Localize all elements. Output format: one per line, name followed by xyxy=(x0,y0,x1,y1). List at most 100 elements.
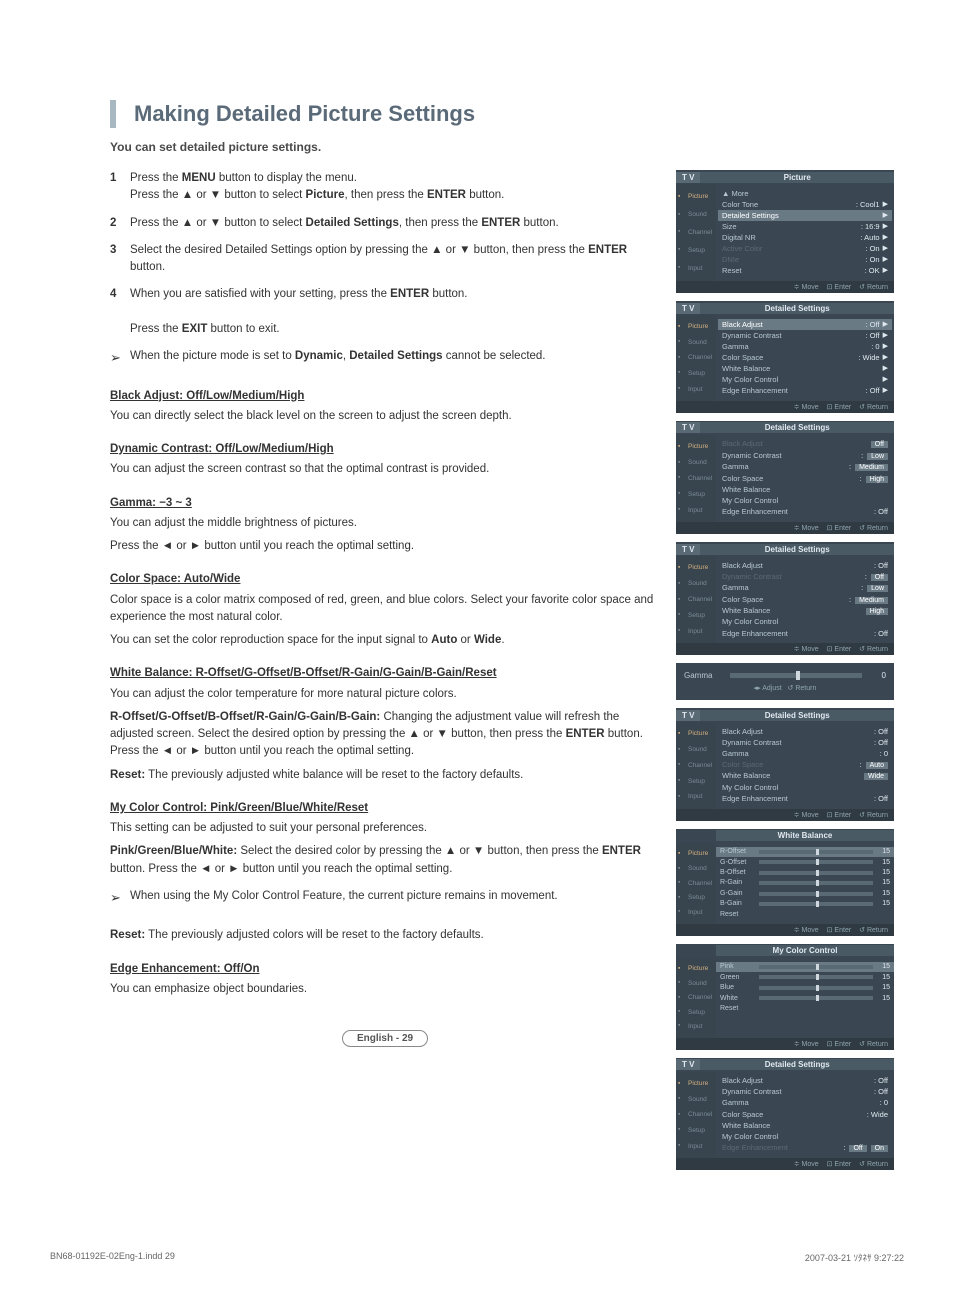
slider-label: Blue xyxy=(720,983,756,992)
tv-panel-title: White Balance xyxy=(716,830,894,841)
section-paragraph: You can set the color reproduction space… xyxy=(110,632,660,649)
tv-menu-row: My Color Control▶ xyxy=(722,375,888,386)
sidebar-icon: ▪ xyxy=(678,1111,686,1119)
slider-value: 15 xyxy=(876,962,890,971)
tv-sidebar: ▪Picture▪Sound▪Channel▪Setup▪Input xyxy=(676,958,716,1038)
tv-menu-row: Reset xyxy=(720,1003,890,1013)
tv-row-value: Wide xyxy=(860,771,888,781)
section-paragraph: You can emphasize object boundaries. xyxy=(110,981,660,998)
tv-main: R-Offset15G-Offset15B-Offset15R-Gain15G-… xyxy=(716,843,894,924)
slider-thumb xyxy=(816,859,819,865)
tv-main: ▲ MoreColor Tone: Cool1▶Detailed Setting… xyxy=(716,184,894,281)
tv-row-value: : Off xyxy=(874,629,888,639)
section-title: Color Space: Auto/Wide xyxy=(110,571,660,588)
tv-menu-row: Color Tone: Cool1▶ xyxy=(722,199,888,210)
slider-label: R-Gain xyxy=(720,878,756,887)
sidebar-icon: ▪ xyxy=(678,596,686,604)
tv-footer: ≑ Move⊡ Enter↺ Return xyxy=(676,522,894,534)
tv-menu-row: Gamma:Medium xyxy=(722,462,888,473)
tv-row-label: Dynamic Contrast xyxy=(722,738,874,748)
tv-row-value: :Low xyxy=(861,583,888,593)
tv-menu-row: Gamma:Low xyxy=(722,583,888,594)
return-hint: ↺ Return xyxy=(859,403,888,411)
sidebar-icon: ▪ xyxy=(678,793,686,801)
tv-badge: T V xyxy=(676,422,700,433)
slider-row: Green15 xyxy=(720,972,890,982)
option-value: High xyxy=(866,476,888,483)
move-hint: ≑ Move xyxy=(794,811,819,819)
tv-header: T VDetailed Settings xyxy=(676,1058,894,1072)
tv-panel-title: Picture xyxy=(700,172,894,183)
sidebar-icon: ▪ xyxy=(678,264,686,272)
tv-row-value: : Off xyxy=(874,507,888,517)
move-hint: ≑ Move xyxy=(794,645,819,653)
slider-label: R-Offset xyxy=(720,847,756,856)
tv-row-label: Color Tone xyxy=(722,200,856,210)
tv-sidebar-item: ▪Input xyxy=(678,908,714,916)
slider-row: Gamma 0 xyxy=(684,671,886,680)
sidebar-icon: ▪ xyxy=(678,369,686,377)
tv-sidebar-item: ▪Input xyxy=(678,1022,714,1030)
sidebar-icon: ▪ xyxy=(678,627,686,635)
steps-list: 1Press the MENU button to display the me… xyxy=(110,170,660,338)
slider-row: R-Gain15 xyxy=(720,878,890,888)
tv-sidebar-item: ▪Setup xyxy=(678,1008,714,1016)
option-value: On xyxy=(871,1145,888,1152)
slider-thumb xyxy=(816,891,819,897)
chevron-right-icon: ▶ xyxy=(883,200,888,210)
tv-row-label: White Balance xyxy=(722,771,860,781)
tv-panel: T VPicture▪Picture▪Sound▪Channel▪Setup▪I… xyxy=(676,170,894,293)
tv-menu-row: Gamma: 0 xyxy=(722,1098,888,1109)
section-paragraph: Reset: The previously adjusted white bal… xyxy=(110,767,660,784)
section-note: ➢When using the My Color Control Feature… xyxy=(110,888,660,908)
tv-footer: ≑ Move⊡ Enter↺ Return xyxy=(676,643,894,655)
tv-panel-title: Detailed Settings xyxy=(700,544,894,555)
sidebar-icon: ▪ xyxy=(678,611,686,619)
tv-sidebar-item: ▪Channel xyxy=(678,1111,714,1119)
tv-header: T VDetailed Settings xyxy=(676,542,894,556)
slider-row: White15 xyxy=(720,993,890,1003)
tv-body: ▪Picture▪Sound▪Channel▪Setup▪InputBlack … xyxy=(676,722,894,809)
tv-row-value: High xyxy=(862,606,888,616)
tv-row-label: Edge Enhancement xyxy=(722,629,874,639)
tv-body: ▪Picture▪Sound▪Channel▪Setup▪InputBlack … xyxy=(676,315,894,401)
step-text: Select the desired Detailed Settings opt… xyxy=(130,242,660,277)
tv-row-value: :Medium xyxy=(849,595,888,605)
section: Edge Enhancement: Off/OnYou can emphasiz… xyxy=(110,961,660,999)
option-value: Auto xyxy=(866,762,888,769)
tv-row-label: Gamma xyxy=(722,342,871,352)
tv-sidebar: ▪Picture▪Sound▪Channel▪Setup▪Input xyxy=(676,315,716,401)
tv-row-label: DNIe xyxy=(722,255,865,265)
tv-row-label: Edge Enhancement xyxy=(722,386,866,396)
tv-badge: T V xyxy=(676,710,700,721)
tv-panel: T VDetailed Settings▪Picture▪Sound▪Chann… xyxy=(676,1058,894,1170)
sidebar-icon: ▪ xyxy=(678,211,686,219)
return-hint: ↺ Return xyxy=(859,524,888,532)
tv-menu-row: White BalanceHigh xyxy=(722,605,888,616)
sidebar-icon: ▪ xyxy=(678,761,686,769)
tv-row-label: ▲ More xyxy=(722,189,888,199)
slider-thumb xyxy=(796,671,800,680)
sidebar-icon: ▪ xyxy=(678,246,686,254)
tv-row-label: Digital NR xyxy=(722,233,860,243)
option-value: Wide xyxy=(864,773,888,780)
slider-label: Gamma xyxy=(684,671,724,680)
sidebar-icon: ▪ xyxy=(678,1080,686,1088)
tv-row-label: Edge Enhancement xyxy=(722,794,874,804)
sidebar-icon: ▪ xyxy=(678,580,686,588)
tv-menu-row: DNIe: On▶ xyxy=(722,255,888,266)
tv-row-value: : Wide xyxy=(867,1110,888,1120)
tv-body: ▪Picture▪Sound▪Channel▪Setup▪InputPink15… xyxy=(676,958,894,1038)
tv-sidebar-item: ▪Picture xyxy=(678,850,714,858)
section-paragraph: You can adjust the color temperature for… xyxy=(110,686,660,703)
note: ➢ When the picture mode is set to Dynami… xyxy=(110,348,660,368)
tv-row-value: : Off xyxy=(874,738,888,748)
step-number: 1 xyxy=(110,170,130,205)
tv-header: T VDetailed Settings xyxy=(676,301,894,315)
tv-header: T VPicture xyxy=(676,170,894,184)
chevron-right-icon: ▶ xyxy=(883,211,888,221)
tv-sidebar-item: ▪Sound xyxy=(678,211,714,219)
tv-row-label: Gamma xyxy=(722,749,880,759)
tv-sidebar-item: ▪Channel xyxy=(678,879,714,887)
tv-menu-row: Edge Enhancement: Off xyxy=(722,794,888,805)
